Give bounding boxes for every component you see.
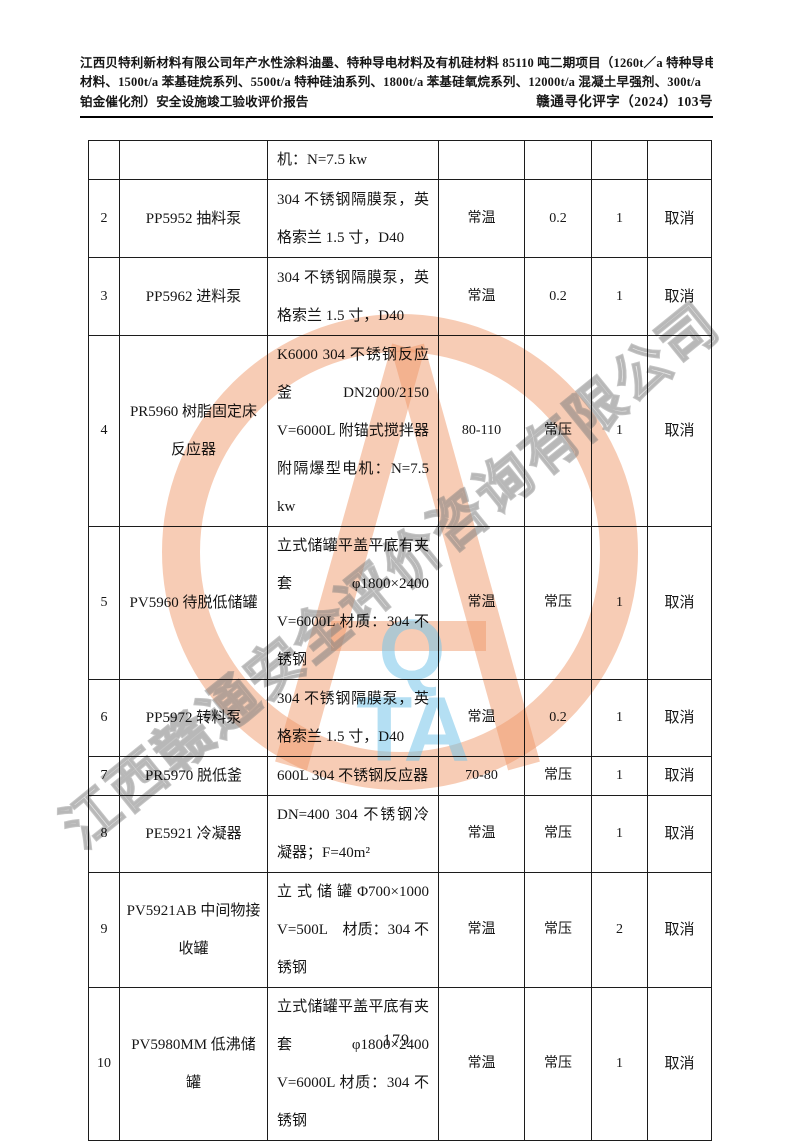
cell-status: 取消 bbox=[647, 526, 712, 680]
cell-pressure: 0.2 bbox=[524, 679, 592, 757]
cell-equipment-name: PR5970 脱低釜 bbox=[119, 756, 268, 796]
cell-specification: 立式储罐平盖平底有夹套 φ1800×2400 V=6000L 材质：304 不锈… bbox=[267, 987, 439, 1141]
cell-status bbox=[647, 140, 712, 180]
cell-serial-number: 2 bbox=[88, 179, 120, 258]
cell-specification: 304 不锈钢隔膜泵，英格索兰 1.5 寸，D40 bbox=[267, 257, 439, 336]
cell-temperature: 70-80 bbox=[438, 756, 525, 796]
table-row: 7 PR5970 脱低釜 600L 304 不锈钢反应器 70-80 常压 1 … bbox=[88, 756, 712, 796]
cell-serial-number: 3 bbox=[88, 257, 120, 336]
cell-status: 取消 bbox=[647, 987, 712, 1141]
cell-serial-number: 10 bbox=[88, 987, 120, 1141]
cell-pressure: 常压 bbox=[524, 795, 592, 873]
cell-temperature: 常温 bbox=[438, 526, 525, 680]
cell-specification: 机：N=7.5 kw bbox=[267, 140, 439, 180]
document-number: 赣通寻化评字（2024）103号 bbox=[536, 94, 713, 109]
cell-equipment-name: PV5980MM 低沸储罐 bbox=[119, 987, 268, 1141]
cell-serial-number: 5 bbox=[88, 526, 120, 680]
cell-pressure: 0.2 bbox=[524, 179, 592, 258]
cell-specification: 304 不锈钢隔膜泵，英格索兰 1.5 寸，D40 bbox=[267, 679, 439, 757]
cell-equipment-name: PE5921 冷凝器 bbox=[119, 795, 268, 873]
cell-quantity: 1 bbox=[591, 257, 648, 336]
cell-temperature: 常温 bbox=[438, 179, 525, 258]
cell-equipment-name: PP5972 转料泵 bbox=[119, 679, 268, 757]
cell-status: 取消 bbox=[647, 872, 712, 988]
cell-status: 取消 bbox=[647, 335, 712, 527]
cell-pressure: 常压 bbox=[524, 987, 592, 1141]
cell-equipment-name: PP5962 进料泵 bbox=[119, 257, 268, 336]
table-row: 2 PP5952 抽料泵 304 不锈钢隔膜泵，英格索兰 1.5 寸，D40 常… bbox=[88, 179, 712, 258]
cell-equipment-name: PV5921AB 中间物接收罐 bbox=[119, 872, 268, 988]
table-row: 4 PR5960 树脂固定床反应器 K6000 304 不锈钢反应釜 DN200… bbox=[88, 335, 712, 527]
cell-status: 取消 bbox=[647, 679, 712, 757]
header-line-1: 江西贝特利新材料有限公司年产水性涂料油墨、特种导电材料及有机硅材料 85110 … bbox=[80, 56, 713, 70]
table-row: 5 PV5960 待脱低储罐 立式储罐平盖平底有夹套 φ1800×2400 V=… bbox=[88, 526, 712, 680]
table-row: 8 PE5921 冷凝器 DN=400 304 不锈钢冷凝器；F=40m² 常温… bbox=[88, 795, 712, 873]
cell-quantity: 1 bbox=[591, 335, 648, 527]
cell-serial-number: 4 bbox=[88, 335, 120, 527]
cell-pressure: 常压 bbox=[524, 526, 592, 680]
cell-status: 取消 bbox=[647, 795, 712, 873]
cell-temperature: 常温 bbox=[438, 257, 525, 336]
page-header: 江西贝特利新材料有限公司年产水性涂料油墨、特种导电材料及有机硅材料 85110 … bbox=[80, 54, 713, 118]
cell-temperature bbox=[438, 140, 525, 180]
cell-specification: K6000 304 不锈钢反应釜 DN2000/2150 V=6000L 附锚式… bbox=[267, 335, 439, 527]
cell-equipment-name bbox=[119, 140, 268, 180]
cell-serial-number: 8 bbox=[88, 795, 120, 873]
cell-temperature: 80-110 bbox=[438, 335, 525, 527]
cell-equipment-name: PR5960 树脂固定床反应器 bbox=[119, 335, 268, 527]
cell-serial-number: 6 bbox=[88, 679, 120, 757]
cell-pressure: 常压 bbox=[524, 756, 592, 796]
cell-temperature: 常温 bbox=[438, 679, 525, 757]
cell-equipment-name: PV5960 待脱低储罐 bbox=[119, 526, 268, 680]
cell-quantity bbox=[591, 140, 648, 180]
header-line-2: 材料、1500t/a 苯基硅烷系列、5500t/a 特种硅油系列、1800t/a… bbox=[80, 75, 702, 89]
header-report-title: 铂金催化剂）安全设施竣工验收评价报告 bbox=[80, 95, 309, 109]
cell-serial-number bbox=[88, 140, 120, 180]
cell-temperature: 常温 bbox=[438, 795, 525, 873]
cell-quantity: 1 bbox=[591, 679, 648, 757]
cell-serial-number: 9 bbox=[88, 872, 120, 988]
cell-specification: 立 式 储 罐 Φ700×1000 V=500L 材质：304 不锈钢 bbox=[267, 872, 439, 988]
cell-specification: 304 不锈钢隔膜泵，英格索兰 1.5 寸，D40 bbox=[267, 179, 439, 258]
cell-quantity: 1 bbox=[591, 756, 648, 796]
table-row: 3 PP5962 进料泵 304 不锈钢隔膜泵，英格索兰 1.5 寸，D40 常… bbox=[88, 257, 712, 336]
table-row: 机：N=7.5 kw bbox=[88, 140, 712, 180]
equipment-table: 机：N=7.5 kw 2 PP5952 抽料泵 304 不锈钢隔膜泵，英格索兰 … bbox=[88, 140, 712, 1141]
cell-quantity: 1 bbox=[591, 987, 648, 1141]
table-row: 9 PV5921AB 中间物接收罐 立 式 储 罐 Φ700×1000 V=50… bbox=[88, 872, 712, 988]
cell-pressure: 常压 bbox=[524, 872, 592, 988]
cell-quantity: 1 bbox=[591, 795, 648, 873]
table-row: 6 PP5972 转料泵 304 不锈钢隔膜泵，英格索兰 1.5 寸，D40 常… bbox=[88, 679, 712, 757]
cell-specification: DN=400 304 不锈钢冷凝器；F=40m² bbox=[267, 795, 439, 873]
cell-pressure: 0.2 bbox=[524, 257, 592, 336]
cell-quantity: 1 bbox=[591, 179, 648, 258]
cell-specification: 立式储罐平盖平底有夹套 φ1800×2400 V=6000L 材质：304 不锈… bbox=[267, 526, 439, 680]
table-row: 10 PV5980MM 低沸储罐 立式储罐平盖平底有夹套 φ1800×2400 … bbox=[88, 987, 712, 1141]
cell-quantity: 2 bbox=[591, 872, 648, 988]
cell-status: 取消 bbox=[647, 257, 712, 336]
cell-quantity: 1 bbox=[591, 526, 648, 680]
cell-equipment-name: PP5952 抽料泵 bbox=[119, 179, 268, 258]
cell-temperature: 常温 bbox=[438, 872, 525, 988]
cell-status: 取消 bbox=[647, 756, 712, 796]
cell-pressure bbox=[524, 140, 592, 180]
cell-temperature: 常温 bbox=[438, 987, 525, 1141]
cell-pressure: 常压 bbox=[524, 335, 592, 527]
cell-status: 取消 bbox=[647, 179, 712, 258]
cell-serial-number: 7 bbox=[88, 756, 120, 796]
page-number: 179 bbox=[383, 1032, 410, 1049]
equipment-table-body: 机：N=7.5 kw 2 PP5952 抽料泵 304 不锈钢隔膜泵，英格索兰 … bbox=[88, 140, 712, 1141]
cell-specification: 600L 304 不锈钢反应器 bbox=[267, 756, 439, 796]
